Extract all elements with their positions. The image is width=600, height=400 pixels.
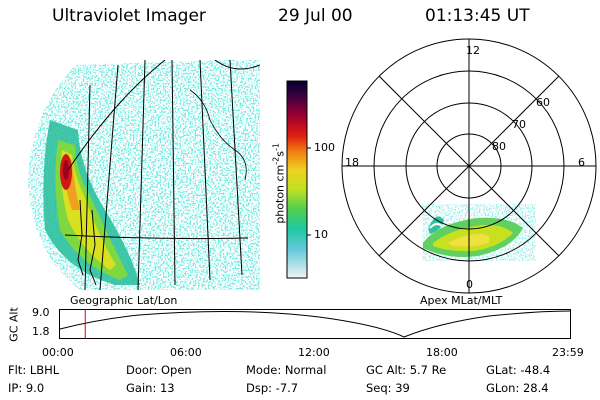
time-label: 01:13:45 UT <box>425 6 530 26</box>
info-door: Door: Open <box>126 363 192 377</box>
orbit-ytick-top: 9.0 <box>32 306 50 319</box>
orbit-xtick-1: 06:00 <box>170 346 202 359</box>
lat-60-label: 60 <box>536 96 550 109</box>
unit-text: photon cm <box>273 164 287 224</box>
orbit-plot <box>59 309 571 339</box>
orbit-xtick-3: 18:00 <box>426 346 458 359</box>
orbit-ytick-bottom: 1.8 <box>32 325 50 338</box>
colorbar-unit-label: photon cm-2s-1 <box>272 118 287 248</box>
unit-exp1: -2 <box>271 156 281 165</box>
colorbar-tick-10: 10 <box>314 228 328 241</box>
color-bar <box>286 80 311 279</box>
orbit-ylabel: GC Alt <box>7 307 21 342</box>
info-mode: Mode: Normal <box>246 363 327 377</box>
info-flt: Flt: LBHL <box>8 363 60 377</box>
info-glat: GLat: -48.4 <box>486 363 551 377</box>
mlt-0-label: 0 <box>466 278 473 291</box>
info-seq: Seq: 39 <box>366 381 410 395</box>
mlt-18-label: 18 <box>345 156 359 169</box>
orbit-xtick-0: 00:00 <box>42 346 74 359</box>
lat-70-label: 70 <box>512 118 526 131</box>
info-glon: GLon: 28.4 <box>486 381 549 395</box>
mlt-12-label: 12 <box>466 44 480 57</box>
info-gain: Gain: 13 <box>126 381 175 395</box>
instrument-title: Ultraviolet Imager <box>52 6 206 26</box>
polar-plot <box>341 38 597 294</box>
unit-s: s <box>273 150 287 157</box>
info-ip: IP: 9.0 <box>8 381 45 395</box>
info-gcalt: GC Alt: 5.7 Re <box>366 363 447 377</box>
geo-caption: Geographic Lat/Lon <box>70 294 178 307</box>
info-dsp: Dsp: -7.7 <box>246 381 299 395</box>
colorbar-tick-100: 100 <box>314 141 335 154</box>
orbit-xtick-4: 23:59 <box>552 346 584 359</box>
geographic-image <box>28 60 260 290</box>
unit-exp2: -1 <box>271 143 281 151</box>
mlt-6-label: 6 <box>578 156 585 169</box>
polar-caption: Apex MLat/MLT <box>420 294 503 307</box>
orbit-xtick-2: 12:00 <box>298 346 330 359</box>
lat-80-label: 80 <box>492 140 506 153</box>
date-label: 29 Jul 00 <box>278 6 353 26</box>
